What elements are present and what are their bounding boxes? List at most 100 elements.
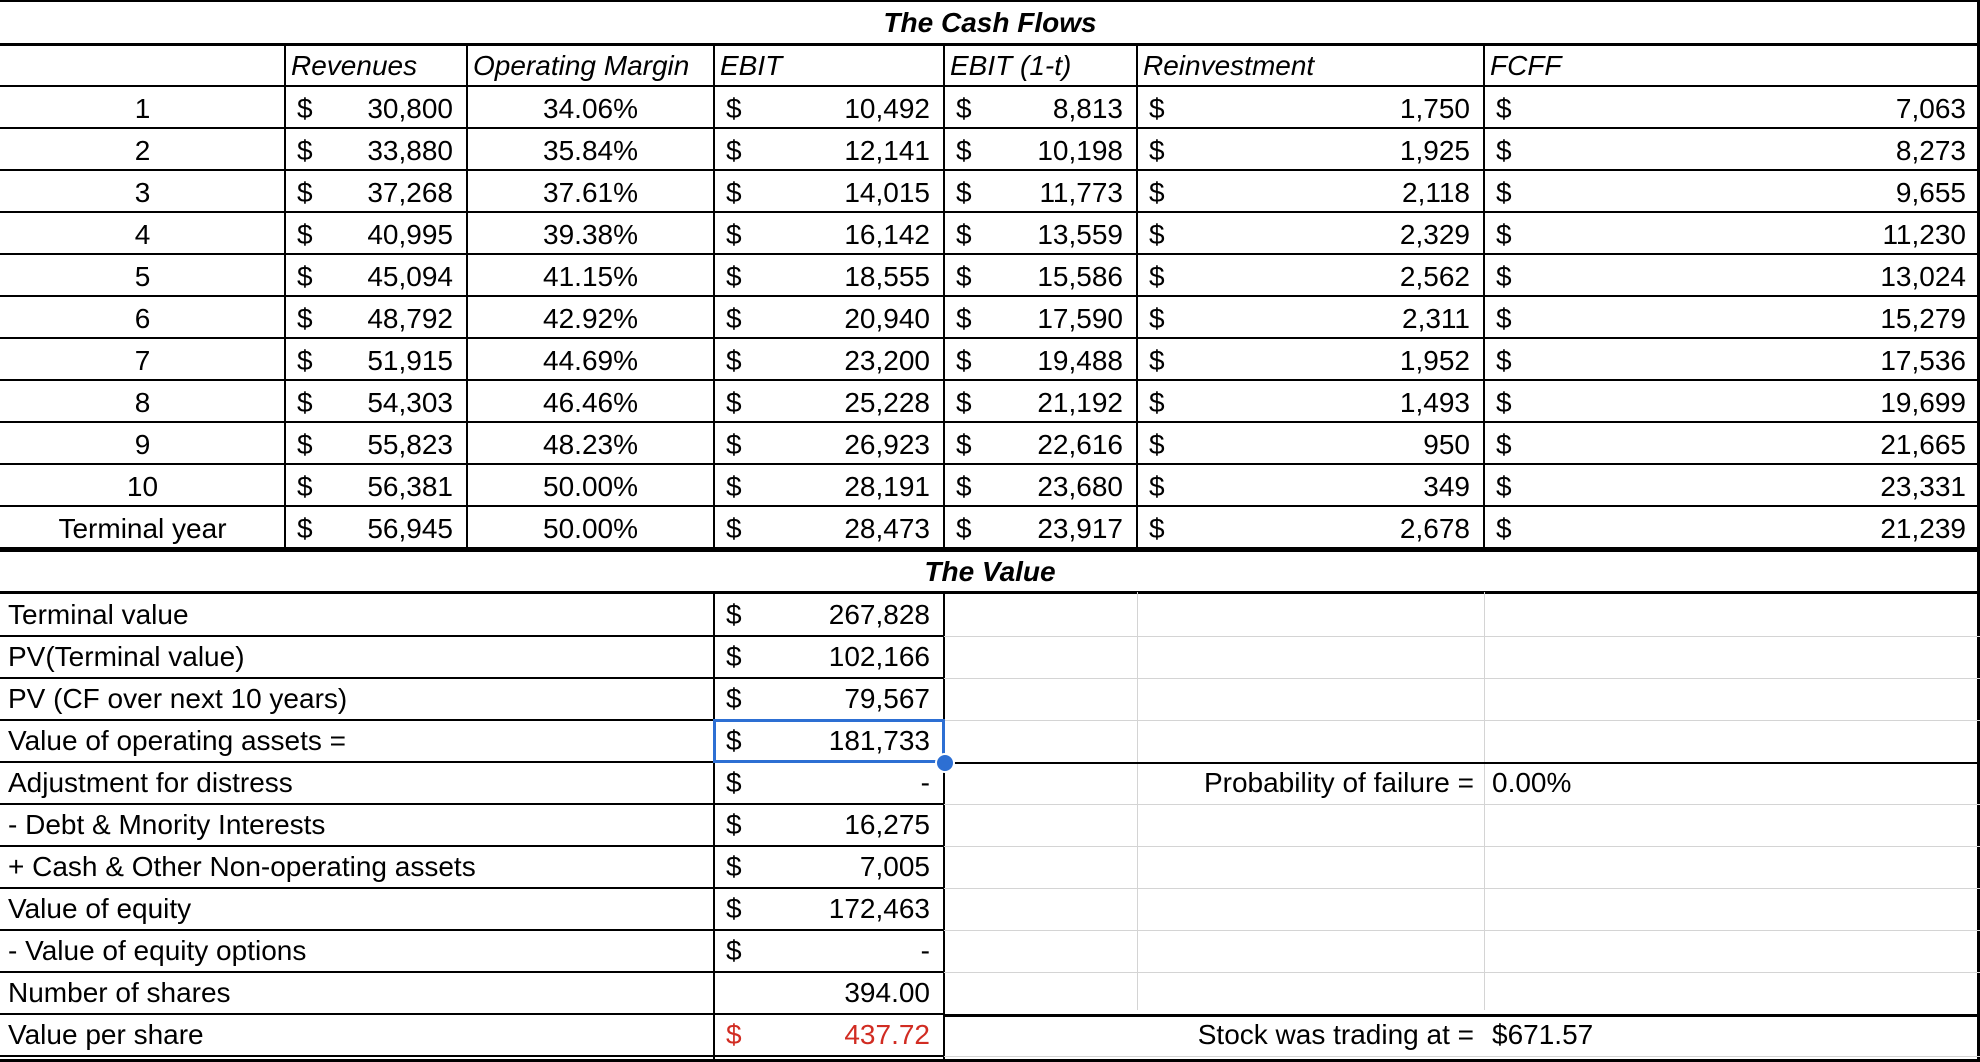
currency-symbol[interactable]: $	[726, 683, 742, 714]
fcff-cell[interactable]: 7,063	[1895, 93, 1966, 124]
currency-symbol[interactable]: $	[726, 893, 742, 924]
value-row-label[interactable]: Value per share	[8, 1019, 204, 1050]
currency-symbol[interactable]: $	[1149, 513, 1165, 544]
reinvestment-cell[interactable]: 2,118	[1402, 177, 1470, 208]
currency-symbol[interactable]: $	[726, 809, 742, 840]
value-row-amount[interactable]: 181,733	[828, 725, 930, 756]
value-row-amount[interactable]: -	[920, 767, 930, 798]
currency-symbol[interactable]: $	[956, 513, 972, 544]
value-row-label[interactable]: - Debt & Mnority Interests	[8, 809, 326, 840]
ebit-cell[interactable]: 23,200	[844, 345, 930, 376]
ebit-after-tax-cell[interactable]: 22,616	[1037, 429, 1123, 460]
cash-flows-title[interactable]: The Cash Flows	[883, 7, 1097, 38]
year-cell[interactable]: 2	[134, 135, 151, 166]
year-cell[interactable]: 1	[134, 93, 151, 124]
value-row-label[interactable]: Value of operating assets =	[8, 725, 347, 756]
currency-symbol[interactable]: $	[1496, 135, 1512, 166]
currency-symbol[interactable]: $	[1149, 93, 1165, 124]
margin-cell[interactable]: 48.23%	[543, 429, 638, 460]
currency-symbol[interactable]: $	[726, 513, 742, 544]
currency-symbol[interactable]: $	[726, 135, 742, 166]
currency-symbol[interactable]: $	[726, 1019, 742, 1050]
currency-symbol[interactable]: $	[1149, 219, 1165, 250]
reinvestment-cell[interactable]: 1,750	[1399, 93, 1470, 124]
value-row-amount[interactable]: 79,567	[844, 683, 930, 714]
value-row-label[interactable]: Value of equity	[8, 893, 192, 924]
margin-cell[interactable]: 42.92%	[543, 303, 638, 334]
column-header[interactable]: Operating Margin	[473, 50, 690, 81]
value-row-amount[interactable]: 172,463	[828, 893, 930, 924]
fcff-cell[interactable]: 15,279	[1880, 303, 1966, 334]
currency-symbol[interactable]: $	[956, 303, 972, 334]
revenues-cell[interactable]: 56,945	[367, 513, 453, 544]
revenues-cell[interactable]: 33,880	[367, 135, 453, 166]
value-row-label[interactable]: Adjustment for distress	[8, 767, 293, 798]
year-cell[interactable]: 10	[126, 471, 159, 502]
reinvestment-cell[interactable]: 1,493	[1399, 387, 1470, 418]
margin-cell[interactable]: 37.61%	[543, 177, 638, 208]
probability-of-failure-label[interactable]: Probability of failure =	[1203, 767, 1474, 798]
currency-symbol[interactable]: $	[1496, 303, 1512, 334]
year-cell[interactable]: 5	[134, 261, 151, 292]
reinvestment-cell[interactable]: 2,678	[1399, 513, 1470, 544]
fcff-cell[interactable]: 21,665	[1880, 429, 1966, 460]
value-per-share-cell[interactable]: 437.72	[844, 1019, 930, 1050]
column-header[interactable]: Reinvestment	[1143, 50, 1315, 81]
value-row-amount[interactable]: 7,005	[859, 851, 930, 882]
margin-cell[interactable]: 50.00%	[543, 471, 638, 502]
ebit-after-tax-cell[interactable]: 23,917	[1037, 513, 1123, 544]
currency-symbol[interactable]: $	[1149, 387, 1165, 418]
currency-symbol[interactable]: $	[1496, 387, 1512, 418]
margin-cell[interactable]: 46.46%	[543, 387, 638, 418]
stock-trading-value[interactable]: $671.57	[1492, 1019, 1594, 1050]
stock-trading-label[interactable]: Stock was trading at =	[1197, 1019, 1474, 1050]
currency-symbol[interactable]: $	[297, 303, 313, 334]
ebit-cell[interactable]: 26,923	[844, 429, 930, 460]
margin-cell[interactable]: 39.38%	[543, 219, 638, 250]
currency-symbol[interactable]: $	[1496, 177, 1512, 208]
currency-symbol[interactable]: $	[1149, 345, 1165, 376]
currency-symbol[interactable]: $	[726, 93, 742, 124]
ebit-cell[interactable]: 18,555	[844, 261, 930, 292]
revenues-cell[interactable]: 54,303	[367, 387, 453, 418]
revenues-cell[interactable]: 37,268	[367, 177, 453, 208]
currency-symbol[interactable]: $	[726, 725, 742, 756]
value-title[interactable]: The Value	[924, 556, 1056, 587]
selected-cell-outline[interactable]	[713, 719, 945, 763]
ebit-cell[interactable]: 20,940	[844, 303, 930, 334]
currency-symbol[interactable]: $	[297, 345, 313, 376]
year-cell[interactable]: 7	[134, 345, 151, 376]
value-row-amount[interactable]: 16,275	[844, 809, 930, 840]
currency-symbol[interactable]: $	[726, 303, 742, 334]
revenues-cell[interactable]: 55,823	[367, 429, 453, 460]
year-cell[interactable]: 4	[134, 219, 151, 250]
currency-symbol[interactable]: $	[297, 261, 313, 292]
currency-symbol[interactable]: $	[956, 261, 972, 292]
currency-symbol[interactable]: $	[1149, 471, 1165, 502]
fcff-cell[interactable]: 8,273	[1895, 135, 1966, 166]
value-row-label[interactable]: Terminal value	[8, 599, 189, 630]
value-row-amount[interactable]: -	[920, 935, 930, 966]
currency-symbol[interactable]: $	[726, 429, 742, 460]
ebit-cell[interactable]: 14,015	[844, 177, 930, 208]
ebit-cell[interactable]: 25,228	[844, 387, 930, 418]
ebit-after-tax-cell[interactable]: 17,590	[1037, 303, 1123, 334]
currency-symbol[interactable]: $	[956, 429, 972, 460]
currency-symbol[interactable]: $	[297, 429, 313, 460]
currency-symbol[interactable]: $	[1149, 135, 1165, 166]
ebit-after-tax-cell[interactable]: 15,586	[1037, 261, 1123, 292]
currency-symbol[interactable]: $	[726, 471, 742, 502]
ebit-after-tax-cell[interactable]: 10,198	[1037, 135, 1123, 166]
year-cell[interactable]: 3	[134, 177, 151, 208]
currency-symbol[interactable]: $	[1496, 93, 1512, 124]
reinvestment-cell[interactable]: 1,952	[1399, 345, 1470, 376]
currency-symbol[interactable]: $	[297, 387, 313, 418]
year-cell[interactable]: 6	[134, 303, 151, 334]
value-row-label[interactable]: - Value of equity options	[8, 935, 307, 966]
revenues-cell[interactable]: 30,800	[367, 93, 453, 124]
currency-symbol[interactable]: $	[726, 851, 742, 882]
reinvestment-cell[interactable]: 2,562	[1399, 261, 1470, 292]
ebit-after-tax-cell[interactable]: 23,680	[1037, 471, 1123, 502]
currency-symbol[interactable]: $	[956, 471, 972, 502]
currency-symbol[interactable]: $	[297, 513, 313, 544]
